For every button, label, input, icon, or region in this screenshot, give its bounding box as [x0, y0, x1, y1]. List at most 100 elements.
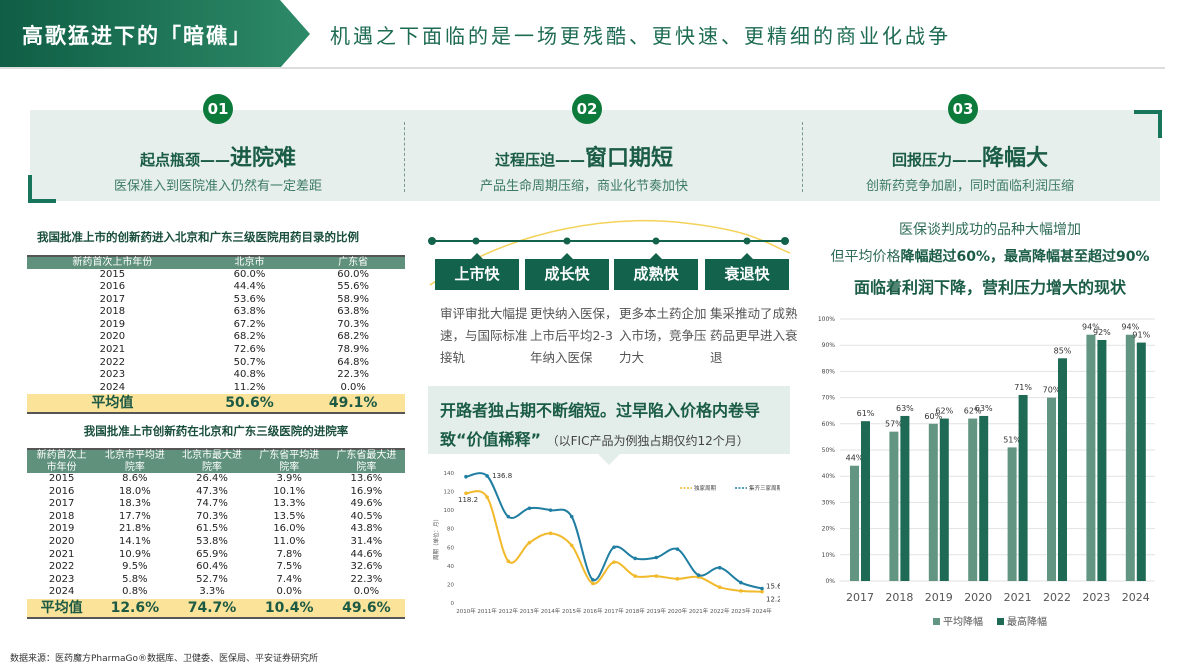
y-tick-label: 140 — [444, 471, 455, 477]
bar-avg — [1125, 334, 1135, 581]
table-cell: 2024 — [48, 586, 75, 598]
data-point — [633, 574, 637, 578]
table-cell: 21.8% — [118, 523, 151, 535]
table-row: 2021 10.9% 65.9% 7.8% 44.6% — [27, 549, 405, 562]
table-cell: 2015 — [48, 473, 75, 484]
stage-maturity: 成熟快 — [614, 253, 698, 290]
data-point — [591, 581, 595, 586]
bar-avg — [1047, 397, 1056, 581]
bar-avg — [968, 418, 978, 581]
table-cell: 5.8% — [122, 573, 148, 585]
timeline-dot — [563, 237, 571, 245]
callout-pointer — [598, 454, 620, 465]
table-cell: 13.6% — [350, 473, 383, 484]
table-cell: 63.8% — [233, 306, 266, 318]
average-row: 平均值 12.6% 74.7% 10.4% 49.6% — [27, 598, 405, 618]
pillars-panel — [30, 110, 1160, 201]
data-point — [612, 560, 616, 564]
table-cell: 32.6% — [350, 561, 383, 573]
x-tick-label: 2018 — [885, 591, 913, 604]
x-tick-label: 2023 — [1082, 591, 1110, 604]
bar-max — [939, 418, 949, 581]
data-label: 62% — [935, 407, 953, 416]
table-cell: 0.0% — [340, 381, 366, 393]
data-label: 71% — [1014, 383, 1032, 392]
data-point — [760, 586, 764, 591]
table-cell: 18.3% — [118, 498, 151, 510]
callout-box: 开路者独占期不断缩短。过早陷入价格内卷导致“价值稀释” （以FIC产品为例独占期… — [428, 386, 790, 454]
pillar-subtext: 医保准入到医院准入仍然有一定差距 — [113, 179, 322, 194]
y-tick-label: 90% — [822, 342, 836, 349]
table-row: 2022 9.5% 60.4% 7.5% 32.6% — [27, 561, 405, 574]
table-cell: 2016 — [99, 281, 126, 293]
y-tick-label: 50% — [822, 447, 836, 454]
y-tick-label: 20% — [822, 526, 836, 533]
table-cell: 44.4% — [233, 281, 266, 293]
table-cell: 2022 — [48, 561, 75, 573]
bar-max — [1018, 394, 1028, 581]
x-tick-label: 2018年 — [625, 607, 645, 615]
table-cell: 2022 — [99, 356, 126, 368]
data-label: 57% — [885, 420, 903, 429]
data-point — [527, 540, 532, 545]
number-badge: 01 — [203, 94, 233, 124]
average-cell: 50.6% — [197, 394, 302, 414]
average-row: 平均值 50.6% 49.1% — [27, 394, 405, 414]
table-listing-ratio: 我国批准上市的创新药进入北京和广东三级医院用药目录的比例 新药首次上市年份 北京市… — [27, 229, 405, 414]
column-header: 新药首次上市年份 — [27, 256, 198, 269]
table-cell: 7.5% — [276, 561, 302, 573]
stage-description: 集采推动了成熟药品更早进入衰退 — [710, 306, 798, 365]
x-tick-label: 2023年 — [731, 607, 751, 615]
stage-launch: 上市快 — [435, 253, 519, 290]
data-label: 136.8 — [492, 472, 512, 480]
table-row: 2015 8.6% 26.4% 3.9% 13.6% — [27, 473, 405, 486]
legend-swatch — [933, 618, 940, 625]
y-tick-label: 60% — [822, 421, 836, 428]
table-cell: 2020 — [99, 331, 126, 343]
data-label: 44% — [846, 454, 864, 463]
data-label: 94% — [1082, 323, 1100, 332]
table-cell: 2018 — [48, 510, 75, 522]
data-point — [464, 491, 468, 496]
data-label: 51% — [1003, 435, 1021, 444]
table-cell: 10.9% — [118, 548, 151, 560]
y-tick-label: 20 — [447, 582, 454, 588]
table-cell: 61.5% — [196, 523, 228, 535]
stage-description: 审评审批大幅提速，与国际标准接轨 — [440, 306, 528, 365]
bar-avg — [1086, 334, 1096, 581]
y-tick-label: 100% — [818, 316, 835, 323]
data-point — [675, 547, 680, 551]
page-subtitle: 机遇之下面临的是一场更残酷、更快速、更精细的商业化战争 — [330, 24, 951, 48]
table-cell: 13.3% — [273, 498, 306, 510]
table-cell: 11.2% — [233, 381, 266, 393]
table-cell: 47.3% — [196, 485, 228, 497]
table-cell: 22.3% — [350, 573, 383, 585]
x-tick-label: 2012年 — [499, 607, 519, 615]
table-cell: 14.1% — [118, 535, 151, 547]
exclusivity-line-chart: 0 20 40 60 80 100 120 140 周期（单位：月） 2010年 2011年 2012… — [432, 471, 780, 615]
x-tick-label: 2014年 — [541, 607, 561, 615]
column-header: 新药首次上市年份 — [27, 449, 97, 473]
data-point — [654, 574, 659, 578]
x-tick-label: 2016年 — [583, 607, 603, 615]
table-cell: 58.9% — [337, 293, 370, 305]
data-label: 92% — [1093, 328, 1111, 337]
table-title: 我国批准上市的创新药进入北京和广东三级医院用药目录的比例 — [37, 230, 359, 244]
table-row: 2024 0.8% 3.3% 0.0% 0.0% — [27, 586, 405, 599]
table-cell: 2017 — [48, 498, 75, 510]
table-cell: 40.5% — [350, 510, 383, 522]
x-tick-label: 2020年 — [668, 607, 688, 615]
table-cell: 0.8% — [122, 586, 148, 598]
table-row: 2017 18.3% 74.7% 13.3% 49.6% — [27, 498, 405, 511]
header-divider — [0, 67, 1165, 69]
table-cell: 2019 — [48, 523, 75, 535]
data-point — [717, 585, 722, 590]
column-header: 北京市平均进院率 — [96, 449, 174, 473]
table-cell: 3.3% — [199, 586, 225, 598]
table-cell: 2020 — [48, 535, 75, 547]
y-tick-label: 60 — [447, 545, 454, 551]
y-tick-label: 30% — [822, 499, 836, 506]
table-cell: 16.0% — [273, 523, 306, 535]
table-cell: 2016 — [48, 485, 75, 497]
data-point — [760, 589, 764, 594]
